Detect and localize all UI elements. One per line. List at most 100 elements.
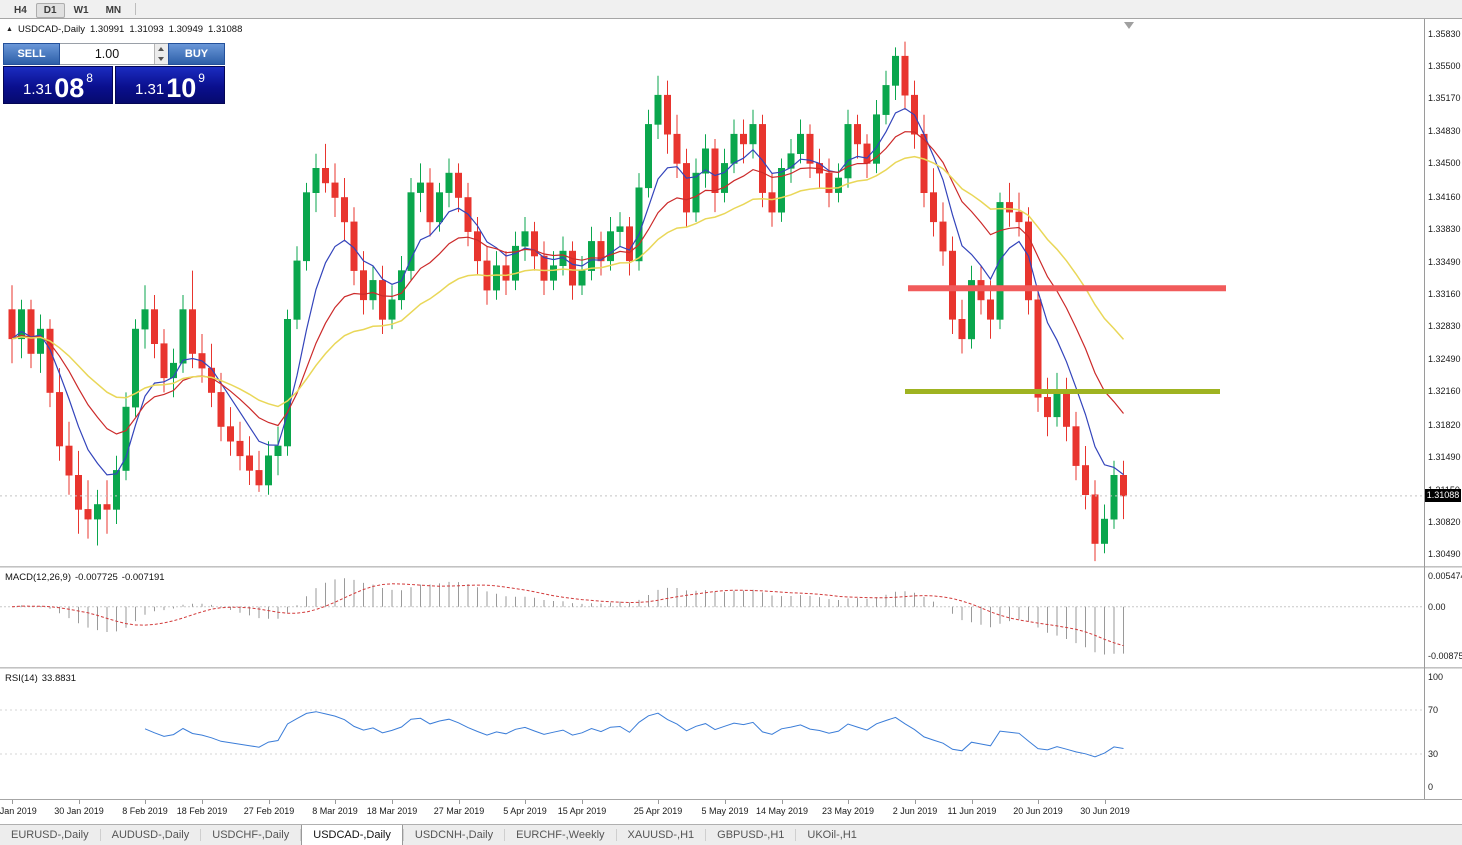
time-axis-label: 14 May 2019 [755,806,809,816]
bottom-tab-ukoil[interactable]: UKOil-,H1 [807,829,857,841]
time-axis-label: 20 Jun 2019 [1013,806,1063,816]
price-axis-label: 1.33830 [1428,224,1461,234]
rsi-axis-label: 100 [1428,672,1444,682]
tab-separator [200,829,202,841]
bottom-tab-eurchf[interactable]: EURCHF-,Weekly [516,829,605,841]
price-axis-label: 1.32490 [1428,354,1461,364]
rsi-axis-label: 70 [1428,705,1439,715]
buy-price-display[interactable]: 1.31 10 9 [115,66,225,104]
period-button-d1[interactable]: D1 [35,3,65,18]
bottom-tab-audusd[interactable]: AUDUSD-,Daily [111,829,190,841]
time-axis-label: 18 Mar 2019 [366,806,418,816]
chart-window: ▲ USDCAD-,Daily 1.30991 1.31093 1.30949 … [0,19,1462,824]
chart-shift-marker-icon[interactable] [1124,22,1134,29]
time-axis-tick [972,800,973,804]
time-axis-label: 5 May 2019 [701,806,749,816]
spinner-up-icon[interactable] [155,44,168,54]
price-axis-label: 1.32830 [1428,321,1461,331]
macd-indicator-canvas[interactable] [0,568,1424,667]
tab-separator [300,829,302,841]
time-axis-label: 21 Jan 2019 [0,806,37,816]
time-axis-label: 30 Jan 2019 [54,806,104,816]
main-chart-canvas[interactable] [0,19,1424,566]
ma-slow-line [11,155,1125,408]
time-axis-tick [145,800,146,804]
time-axis-label: 23 May 2019 [821,806,875,816]
time-axis-tick [782,800,783,804]
ma-medium-line [11,131,1124,435]
period-button-mn[interactable]: MN [105,5,122,16]
pane-splitter[interactable] [0,667,1462,669]
sell-price-point: 8 [86,71,93,85]
time-axis-label: 27 Feb 2019 [243,806,295,816]
tab-separator [402,829,404,841]
buy-price-pips: 10 [166,73,197,103]
buy-price-major: 1.31 [135,81,165,98]
bottom-tab-xauusd[interactable]: XAUUSD-,H1 [627,829,695,841]
time-axis-tick [525,800,526,804]
price-axis-label: 1.35170 [1428,93,1461,103]
price-axis-label: 1.33160 [1428,289,1461,299]
time-axis-label: 5 Apr 2019 [503,806,547,816]
time-axis-tick [79,800,80,804]
symbol-tab-bar: EURUSD-,Daily AUDUSD-,Daily USDCHF-,Daily U… [0,824,1462,845]
price-axis-label: 1.32160 [1428,386,1461,396]
pane-splitter[interactable] [0,566,1462,568]
rsi-axis-label: 0 [1428,782,1434,792]
buy-button[interactable]: BUY [168,43,225,65]
time-axis-tick [202,800,203,804]
sell-price-major: 1.31 [23,81,53,98]
bottom-tab-usdcnh[interactable]: USDCNH-,Daily [414,829,494,841]
time-axis-label: 8 Mar 2019 [312,806,358,816]
rsi-axis-label: 30 [1428,749,1439,759]
time-axis-label: 30 Jun 2019 [1080,806,1130,816]
tab-separator [705,829,707,841]
bottom-tab-usdcad[interactable]: USDCAD-,Daily [301,825,403,845]
tab-separator [615,829,617,841]
bottom-tab-gbpusd[interactable]: GBPUSD-,H1 [717,829,785,841]
spinner-down-icon[interactable] [155,54,168,64]
bottom-tab-usdchf[interactable]: USDCHF-,Daily [212,829,290,841]
period-button-w1[interactable]: W1 [73,5,89,16]
sell-button[interactable]: SELL [3,43,60,65]
time-axis-tick [269,800,270,804]
time-axis-tick [459,800,460,804]
ma-fast-line [11,107,1124,476]
time-axis-tick [915,800,916,804]
price-axis-label: 1.34500 [1428,158,1461,168]
macd-axis-label: 0.00 [1428,602,1446,612]
time-axis-label: 8 Feb 2019 [122,806,168,816]
timeframe-toolbar: H4 D1 W1 MN [0,0,1462,19]
sell-price-pips: 08 [54,73,85,103]
sell-price-display[interactable]: 1.31 08 8 [3,66,113,104]
time-axis-label: 11 Jun 2019 [947,806,997,816]
bottom-tab-eurusd[interactable]: EURUSD-,Daily [11,829,89,841]
toolbar-separator [135,3,137,15]
price-axis-label: 1.34160 [1428,192,1461,202]
time-axis-tick [848,800,849,804]
price-axis-label: 1.30820 [1428,517,1461,527]
tab-separator [795,829,797,841]
volume-input[interactable]: 1.00 [60,43,168,65]
time-axis-label: 18 Feb 2019 [176,806,228,816]
time-axis-label: 25 Apr 2019 [633,806,683,816]
time-axis[interactable]: 21 Jan 2019 30 Jan 2019 8 Feb 2019 18 Feb 2… [0,799,1462,824]
period-button-h4[interactable]: H4 [14,5,27,16]
price-axis-label: 1.31820 [1428,420,1461,430]
volume-value: 1.00 [94,47,120,61]
rsi-indicator-canvas[interactable] [0,669,1424,799]
timeframe-buttons: H4 D1 W1 MN [6,0,130,18]
one-click-trading-panel: SELL 1.00 BUY 1.31 08 8 1.31 [3,43,225,104]
price-axis-label: 1.31490 [1428,452,1461,462]
time-axis-tick [658,800,659,804]
price-axis-label: 1.35500 [1428,61,1461,71]
time-axis-label: 15 Apr 2019 [557,806,607,816]
time-axis-label: 2 Jun 2019 [892,806,938,816]
price-axis-border [1424,19,1425,799]
time-axis-label: 27 Mar 2019 [433,806,485,816]
trade-prices-row: 1.31 08 8 1.31 10 9 [3,66,225,104]
time-axis-tick [1038,800,1039,804]
time-axis-tick [1105,800,1106,804]
current-price-tag: 1.31088 [1425,489,1461,502]
